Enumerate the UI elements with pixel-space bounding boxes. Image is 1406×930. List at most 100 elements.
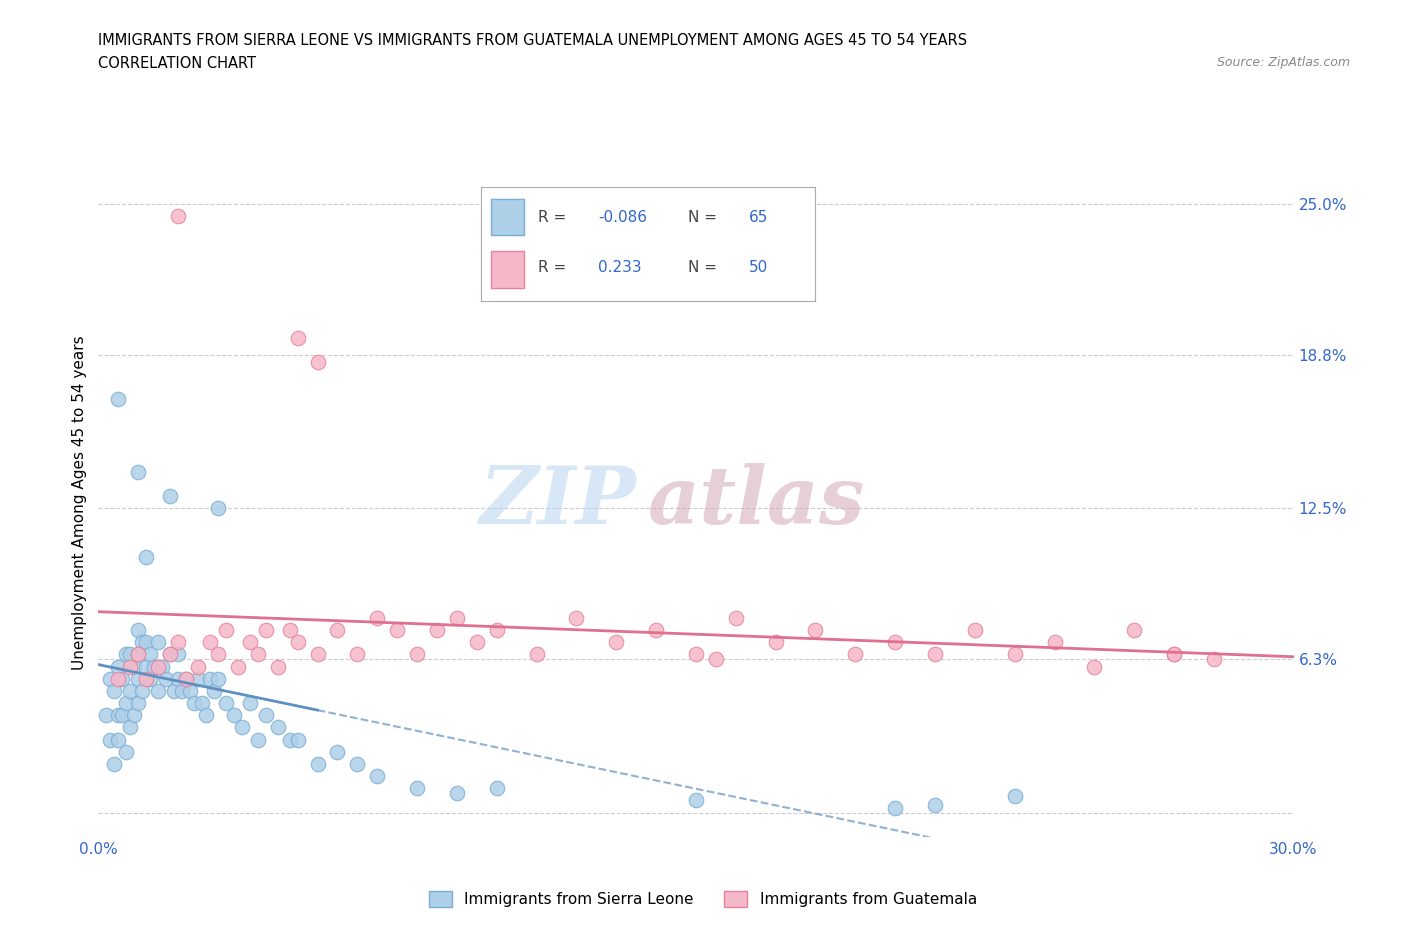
Point [307,354,329,369]
Point [103,684,125,698]
Point [346,647,368,662]
Point [884,635,907,650]
Point [1043,635,1066,650]
Point [120,720,142,735]
Point [1163,647,1185,662]
Text: ZIP: ZIP [479,463,637,541]
Point [127,696,149,711]
Point [385,622,409,637]
Point [202,684,225,698]
Point [103,756,125,771]
Text: Source: ZipAtlas.com: Source: ZipAtlas.com [1216,56,1350,69]
Point [167,671,190,686]
Point [326,622,349,637]
Point [127,647,149,662]
Point [187,659,209,674]
Point [127,622,149,637]
Point [704,652,727,667]
Point [446,610,468,625]
Point [120,647,142,662]
Point [148,684,170,698]
Point [120,659,142,674]
Point [207,647,229,662]
Point [278,622,301,637]
Point [1202,652,1225,667]
Point [685,793,707,808]
Point [148,659,170,674]
Point [107,732,129,747]
Point [207,501,229,516]
Point [924,798,946,813]
Point [131,635,153,650]
Point [179,684,201,698]
Point [278,732,301,747]
Point [844,647,866,662]
Point [222,708,245,723]
Point [127,647,149,662]
Point [150,659,173,674]
Point [148,635,170,650]
Point [884,801,907,816]
Point [111,708,134,723]
Point [605,635,627,650]
Point [107,392,129,406]
Point [326,744,349,759]
Legend: Immigrants from Sierra Leone, Immigrants from Guatemala: Immigrants from Sierra Leone, Immigrants… [423,884,983,913]
Point [174,671,197,686]
Point [127,464,149,479]
Point [246,732,269,747]
Point [159,488,181,503]
Point [167,208,190,223]
Point [226,659,249,674]
Point [485,781,508,796]
Text: CORRELATION CHART: CORRELATION CHART [98,56,256,71]
Point [135,550,157,565]
Point [198,635,221,650]
Point [107,671,129,686]
Point [100,671,122,686]
Point [96,708,118,723]
Point [115,696,138,711]
Point [115,647,138,662]
Point [139,671,162,686]
Point [645,622,668,637]
Point [159,647,181,662]
Point [143,659,166,674]
Point [198,671,221,686]
Point [115,744,138,759]
Point [307,647,329,662]
Point [163,684,186,698]
Point [267,659,290,674]
Point [127,671,149,686]
Point [131,684,153,698]
Text: IMMIGRANTS FROM SIERRA LEONE VS IMMIGRANTS FROM GUATEMALA UNEMPLOYMENT AMONG AGE: IMMIGRANTS FROM SIERRA LEONE VS IMMIGRAN… [98,33,967,47]
Point [565,610,588,625]
Point [124,659,146,674]
Point [207,671,229,686]
Point [172,684,194,698]
Point [267,720,290,735]
Point [765,635,787,650]
Point [426,622,449,637]
Point [100,732,122,747]
Point [215,622,238,637]
Point [239,696,262,711]
Point [107,708,129,723]
Point [191,696,214,711]
Point [1004,788,1026,803]
Point [685,647,707,662]
Text: atlas: atlas [648,463,866,541]
Point [111,671,134,686]
Point [120,684,142,698]
Point [366,769,388,784]
Point [135,671,157,686]
Point [1163,647,1185,662]
Point [1004,647,1026,662]
Y-axis label: Unemployment Among Ages 45 to 54 years: Unemployment Among Ages 45 to 54 years [72,335,87,670]
Point [183,696,205,711]
Point [485,622,508,637]
Point [254,708,277,723]
Point [174,671,197,686]
Point [254,622,277,637]
Point [1083,659,1105,674]
